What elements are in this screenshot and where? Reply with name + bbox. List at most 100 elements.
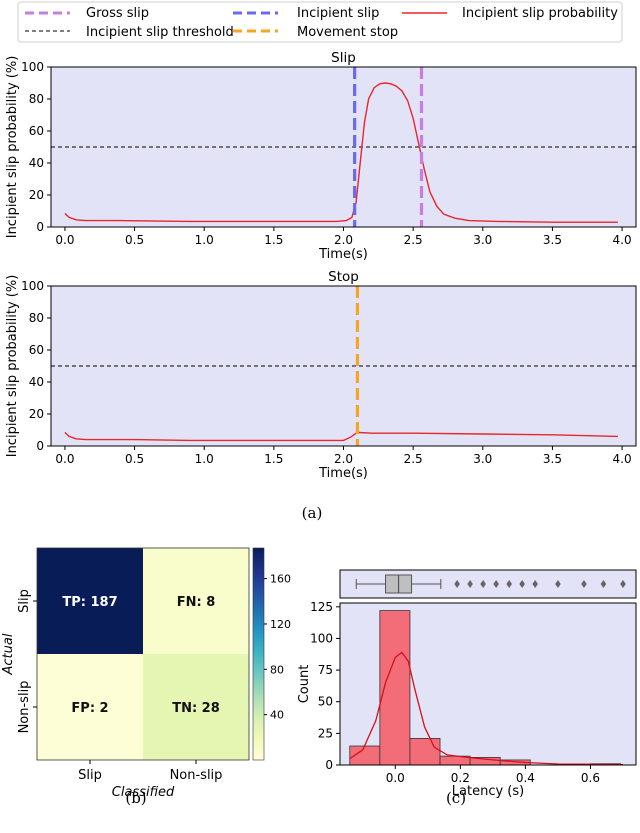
slip-ytick-label: 0 [36,220,44,234]
slip-xtick-label: 1.0 [195,233,214,247]
stop-ylabel: Incipient slip probability (%) [5,275,20,458]
stop-ytick-label: 40 [29,375,44,389]
slip-xlabel: Time(s) [318,247,368,262]
legend-label-probability: Incipient slip probability [462,6,618,21]
matrix-cell-label: TP: 187 [62,595,117,610]
stop-ytick-label: 100 [21,279,44,293]
legend-label-gross: Gross slip [86,6,149,21]
boxplot-outlier [581,580,587,588]
legend-entry-incipient: Incipient slip [233,6,379,21]
colorbar [252,547,265,761]
stop-probability-line [64,431,618,442]
slip-probability-line [64,82,618,223]
colorbar-tick-label: 120 [270,618,291,631]
stop-plot-area [51,286,636,446]
boxplot-outlier [480,580,486,588]
slip-ytick-label: 20 [29,188,44,202]
boxplot-outlier [532,580,538,588]
legend-label-threshold: Incipient slip threshold [86,25,234,40]
slip-ylabel: Incipient slip probability (%) [5,56,20,239]
slip-xtick-label: 0.5 [125,233,144,247]
matrix-cell [37,654,143,760]
hist-ytick-label: 75 [318,663,333,677]
boxplot-outlier [519,580,525,588]
slip-xtick-label: 1.5 [264,233,283,247]
boxplot-outlier [555,580,561,588]
boxplot-outlier [467,580,473,588]
stop-ytick-label: 80 [29,311,44,325]
matrix-cell [37,548,143,654]
slip-ytick-label: 60 [29,124,44,138]
histogram-bar [409,738,441,766]
stop-xtick-label: 0.5 [125,452,144,466]
colorbar-tick-label: 40 [270,709,284,722]
hist-ytick-label: 0 [325,758,333,772]
boxplot-outlier [600,580,607,588]
slip-xtick-label: 2.5 [404,233,423,247]
stop-xtick-label: 2.5 [404,452,423,466]
stop-title: Stop [328,269,359,285]
colorbar-tick-label: 160 [270,573,291,586]
matrix-ytick-label: Slip [17,589,32,613]
boxplot-outlier [493,580,499,588]
slip-plot-area [51,67,636,227]
hist-xlabel: Latency (s) [452,784,524,799]
slip-xtick-label: 0.0 [55,233,74,247]
slip-xtick-label: 4.0 [613,233,632,247]
matrix-ytick-label: Non-slip [17,681,32,734]
confusion-matrix: TP: 187 FN: 8 FP: 2 TN: 28 Slip Non-slip Slip N… [1,547,291,800]
slip-ytick-label: 80 [29,92,44,106]
caption-b: (b) [125,789,146,807]
hist-xtick-label: 0.2 [451,771,470,785]
matrix-xlabel: Classified [112,785,175,800]
caption-c: (c) [446,789,466,807]
boxplot-outlier [620,580,626,588]
legend: Gross slip Incipient slip Incipient slip… [17,1,623,43]
matrix-xtick-label: Slip [78,768,102,783]
stop-xtick-label: 2.0 [334,452,353,466]
hist-ytick-label: 125 [310,600,333,614]
legend-label-incipient: Incipient slip [297,6,379,21]
kde-curve [349,651,624,766]
slip-xtick-label: 3.0 [473,233,492,247]
hist-xtick-label: 0.4 [516,771,535,785]
matrix-cell-label: FP: 2 [71,701,108,716]
legend-entry-gross: Gross slip [25,6,149,21]
matrix-ylabel: Actual [1,633,16,675]
colorbar-tick-label: 80 [270,663,284,676]
hist-ylabel: Count [297,665,312,704]
stop-xtick-label: 4.0 [613,452,632,466]
slip-plot: 0.0 0.5 1.0 1.5 2.0 2.5 3.0 3.5 4.0 0 20 40 60 80 100 S… [5,50,637,262]
slip-xtick-label: 2.0 [334,233,353,247]
histogram-frame [339,602,637,766]
matrix-cell [143,654,249,760]
stop-xlabel: Time(s) [318,466,368,481]
matrix-cell [143,548,249,654]
legend-label-stop: Movement stop [297,25,398,40]
hist-xtick-label: 0.6 [581,771,600,785]
stop-xtick-label: 3.5 [543,452,562,466]
matrix-xtick-label: Non-slip [170,768,223,783]
slip-ytick-label: 40 [29,156,44,170]
caption-a: (a) [302,504,323,522]
boxplot-outlier [506,580,512,588]
stop-xtick-label: 0.0 [55,452,74,466]
legend-entry-stop: Movement stop [233,25,398,40]
stop-xtick-label: 1.0 [195,452,214,466]
matrix-cell-label: FN: 8 [177,595,216,610]
boxplot-outlier [454,580,460,588]
hist-ytick-label: 25 [318,726,333,740]
stop-ytick-label: 0 [36,439,44,453]
hist-ytick-label: 50 [318,695,333,709]
hist-ytick-label: 100 [310,631,333,645]
legend-entry-threshold: Incipient slip threshold [25,25,234,40]
matrix-frame [36,547,250,761]
hist-xtick-label: 0.0 [386,771,405,785]
latency-histogram: 0.0 0.2 0.4 0.6 0 25 50 75 100 125 Latency (s) Coun… [297,569,637,799]
stop-ytick-label: 20 [29,407,44,421]
legend-entry-probability: Incipient slip probability [402,6,618,21]
stop-ytick-label: 60 [29,343,44,357]
matrix-cell-label: TN: 28 [172,701,220,716]
slip-xtick-label: 3.5 [543,233,562,247]
